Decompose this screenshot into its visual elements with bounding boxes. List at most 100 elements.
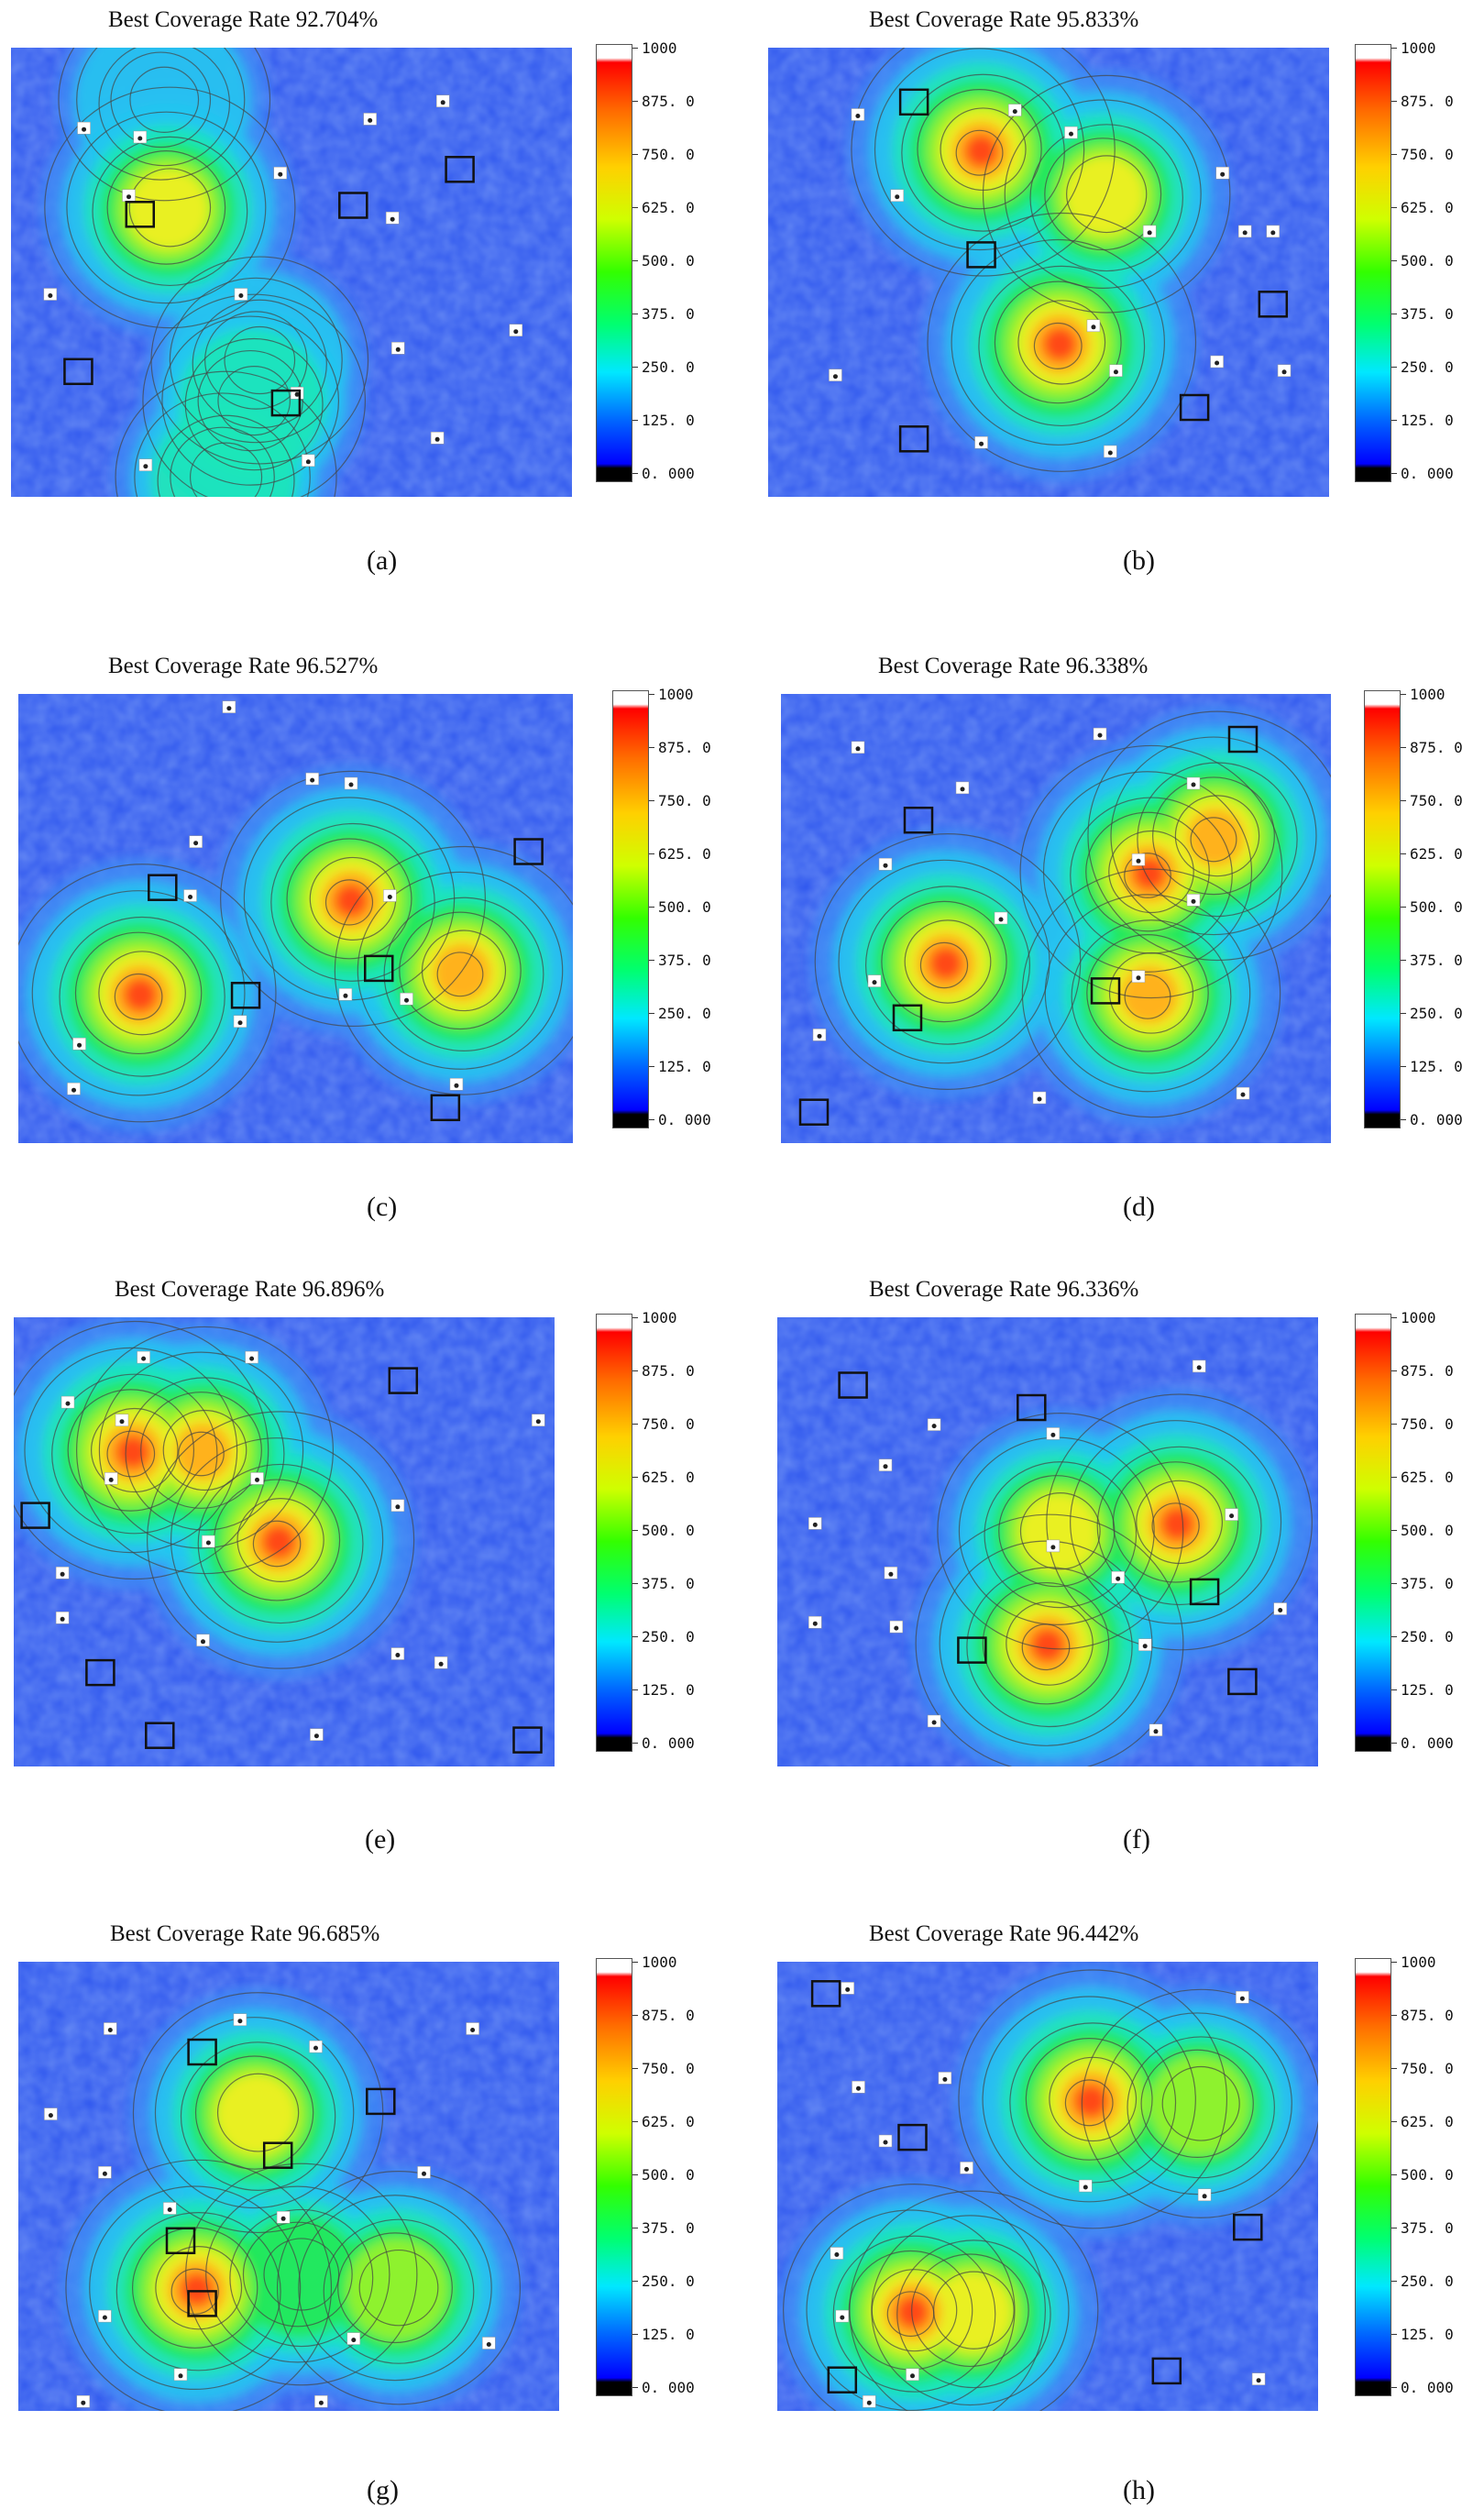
colorbar-tick-label: 375. 0 (658, 952, 711, 969)
sensor-marker (344, 776, 358, 790)
sensor-marker (938, 2072, 952, 2085)
optimized-node-box (388, 1367, 419, 1394)
colorbar-tick-label: 375. 0 (1401, 2219, 1454, 2237)
sensor-marker (310, 1728, 324, 1741)
sensor-marker (391, 342, 405, 355)
sensor-marker (1197, 2188, 1212, 2202)
sensor-marker (138, 458, 153, 471)
optimized-node-box (187, 2290, 217, 2317)
sensor-marker (878, 1458, 893, 1471)
colorbar-tick-label: 500. 0 (1401, 252, 1454, 270)
sensor-marker (1032, 1091, 1047, 1105)
colorbar-tick-label: 750. 0 (642, 2060, 695, 2077)
colorbar-tick-label: 875. 0 (658, 739, 711, 756)
optimized-node-box (897, 2123, 928, 2151)
sensor-marker (1093, 727, 1107, 741)
sensor-marker (383, 889, 397, 902)
sensor-marker (245, 1350, 258, 1364)
sensor-marker (76, 2394, 91, 2408)
colorbar-tick-label: 1000 (1401, 1953, 1436, 1971)
colorbar-tick-label: 375. 0 (642, 2219, 695, 2237)
optimized-node-box (1233, 2213, 1263, 2241)
colorbar-tick-label: 375. 0 (1410, 952, 1463, 969)
sensor-marker (55, 1612, 70, 1624)
panel-title: Best Coverage Rate 96.527% (108, 654, 379, 678)
colorbar-tick-mark (1391, 1962, 1397, 1963)
sensor-marker (305, 772, 319, 786)
optimized-node-box (898, 88, 929, 116)
sensor-marker (60, 1395, 75, 1409)
colorbar-tick-mark (1391, 2121, 1397, 2122)
colorbar-tick-label: 625. 0 (642, 199, 695, 216)
colorbar-tick-mark (649, 1013, 654, 1014)
coverage-heatmap (781, 694, 1331, 1143)
optimized-node-box (366, 2087, 396, 2116)
colorbar-tick-label: 0. 000 (1410, 1111, 1463, 1128)
colorbar-tick-mark (1391, 2015, 1397, 2016)
colorbar-tick-mark (1391, 2387, 1397, 2388)
colorbar-tick-mark (632, 1743, 638, 1744)
sensor-marker (878, 857, 893, 871)
panel-title: Best Coverage Rate 96.338% (878, 654, 1149, 678)
optimized-node-box (1090, 977, 1121, 1005)
colorbar-tick-label: 125. 0 (658, 1058, 711, 1075)
colorbar-tick-mark (1391, 1689, 1397, 1690)
colorbar-tick-mark (1391, 154, 1397, 155)
sensor-marker (1104, 445, 1117, 458)
panel-title: Best Coverage Rate 92.704% (108, 7, 379, 32)
sensor-marker (276, 2211, 291, 2224)
colorbar-tick-label: 250. 0 (1401, 358, 1454, 376)
sensor-marker (43, 288, 58, 301)
colorbar-tick-label: 1000 (1401, 1309, 1436, 1326)
colorbar-tick-mark (632, 1636, 638, 1637)
colorbar-tick-mark (1391, 420, 1397, 421)
sensor-marker (889, 1620, 904, 1634)
colorbar-tick-label: 500. 0 (1410, 898, 1463, 916)
optimized-node-box (1151, 2357, 1182, 2385)
sensor-marker (890, 189, 905, 202)
colorbar-tick-label: 250. 0 (642, 1628, 695, 1645)
sensor-marker (1192, 1359, 1206, 1373)
colorbar-tick-label: 0. 000 (642, 465, 695, 482)
sensor-marker (449, 1078, 464, 1091)
colorbar-tick-label: 1000 (1410, 686, 1446, 703)
colorbar-tick-mark (632, 1424, 638, 1425)
sensor-marker (1215, 166, 1229, 180)
colorbar-gradient (1355, 1314, 1391, 1752)
optimized-node-box (85, 1658, 115, 1687)
panel-title: Best Coverage Rate 95.833% (869, 7, 1139, 32)
colorbar-tick-mark (632, 2281, 638, 2282)
sensor-marker (994, 911, 1008, 925)
colorbar-tick-mark (649, 853, 654, 854)
colorbar-tick-label: 875. 0 (1401, 1362, 1454, 1380)
panel-label: (e) (365, 1824, 396, 1854)
coverage-heatmap (777, 1317, 1318, 1766)
optimized-node-box (63, 358, 93, 386)
sensor-marker (290, 387, 304, 400)
colorbar-tick-mark (649, 907, 654, 908)
colorbar-tick-label: 750. 0 (1410, 792, 1463, 809)
colorbar-tick-mark (632, 260, 638, 261)
sensor-marker (1237, 225, 1252, 238)
coverage-heatmap (11, 48, 572, 497)
colorbar-tick-label: 875. 0 (642, 2007, 695, 2024)
sensor-marker (1210, 355, 1224, 369)
optimized-node-box (364, 954, 394, 983)
colorbar-tick-mark (632, 420, 638, 421)
colorbar-tick-mark (1391, 48, 1397, 49)
optimized-node-box (1179, 393, 1210, 422)
optimized-node-box (430, 1094, 461, 1122)
sensor-marker (1277, 364, 1292, 378)
optimized-node-box (1189, 1578, 1220, 1606)
sensor-marker (98, 2166, 112, 2179)
optimized-node-box (966, 241, 996, 269)
colorbar-tick-label: 750. 0 (1401, 1415, 1454, 1433)
optimized-node-box (513, 838, 544, 865)
colorbar (1364, 690, 1401, 1128)
sensor-marker (1236, 1990, 1249, 2004)
colorbar-tick-mark (1391, 1636, 1397, 1637)
colorbar-tick-mark (1391, 367, 1397, 368)
sensor-marker (67, 1082, 81, 1095)
colorbar-tick-label: 250. 0 (642, 2272, 695, 2290)
sensor-marker (532, 1414, 545, 1426)
